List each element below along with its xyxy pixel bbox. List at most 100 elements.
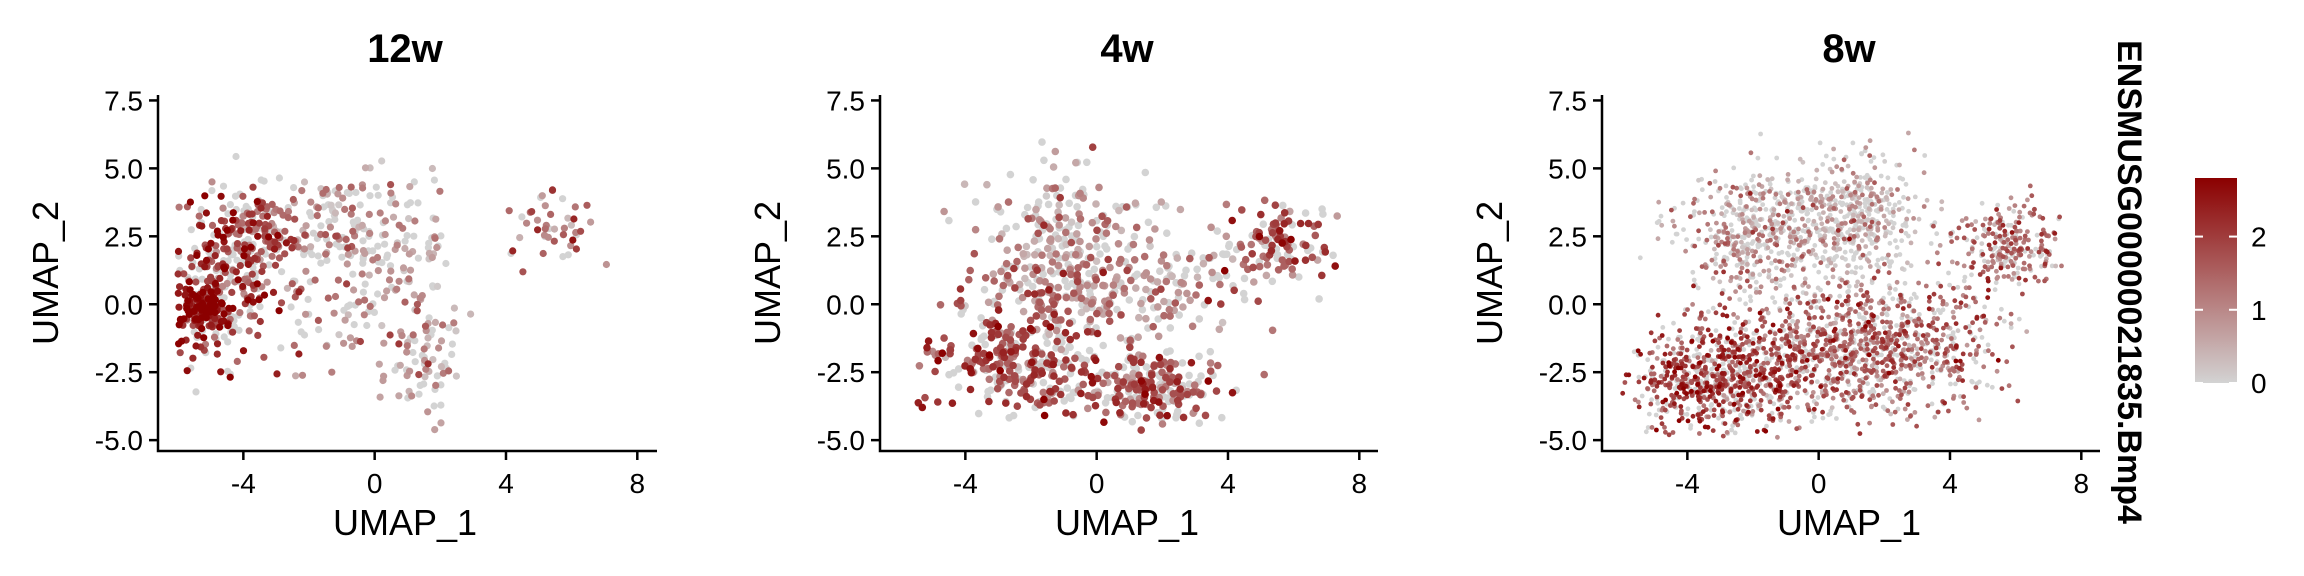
cell-point: [2029, 193, 2035, 199]
cell-point: [1658, 415, 1664, 420]
cell-point: [1018, 293, 1027, 302]
cell-point: [1869, 241, 1875, 246]
cell-point: [1843, 390, 1849, 395]
cell-point: [1739, 239, 1744, 245]
cell-point: [1204, 296, 1212, 305]
cell-point: [249, 219, 257, 227]
cell-point: [1761, 337, 1767, 342]
cell-point: [1191, 381, 1199, 390]
cell-point: [344, 311, 352, 319]
cell-point: [1046, 387, 1054, 396]
cell-point: [1719, 344, 1724, 350]
cell-point: [1916, 280, 1921, 286]
cell-point: [425, 314, 433, 322]
cell-point: [2008, 259, 2014, 264]
cell-point: [1834, 416, 1839, 421]
cell-point: [977, 314, 985, 322]
cell-point: [1746, 381, 1752, 387]
cell-point: [1739, 186, 1744, 192]
cell-point: [1163, 229, 1171, 237]
cell-point: [174, 289, 182, 297]
cell-point: [1142, 363, 1151, 371]
cell-point: [1074, 221, 1083, 230]
cell-point: [1819, 347, 1825, 352]
cell-point: [1828, 190, 1834, 195]
cell-point: [1976, 417, 1982, 423]
cell-point: [2023, 277, 2028, 283]
cell-point: [1696, 405, 1702, 411]
cell-point: [1059, 269, 1068, 278]
cell-point: [410, 232, 418, 240]
cell-point: [1731, 312, 1736, 317]
cell-point: [1721, 377, 1726, 382]
cell-point: [289, 195, 297, 204]
cell-point: [405, 250, 413, 258]
cell-point: [216, 323, 224, 331]
cell-point: [1187, 358, 1196, 367]
cell-point: [1770, 340, 1776, 346]
cell-point: [1142, 314, 1150, 323]
cell-point: [938, 349, 947, 358]
cell-point: [1959, 218, 1965, 224]
cell-point: [307, 243, 315, 251]
cell-point: [325, 218, 333, 226]
cell-point: [1923, 348, 1928, 354]
cell-point: [1880, 256, 1885, 261]
cell-point: [538, 192, 546, 200]
cell-point: [1985, 259, 1991, 265]
cell-point: [1036, 401, 1044, 409]
cell-point: [1103, 371, 1111, 380]
cell-point: [1912, 194, 1918, 200]
cell-point: [1908, 240, 1914, 246]
cell-point: [548, 186, 557, 194]
cell-point: [380, 372, 388, 380]
cell-point: [1896, 207, 1902, 213]
cell-point: [1768, 249, 1774, 255]
cell-point: [1735, 346, 1741, 352]
cell-point: [265, 233, 273, 241]
cell-point: [1930, 320, 1936, 326]
cell-point: [1109, 291, 1117, 300]
cell-point: [1280, 209, 1289, 217]
cell-point: [1225, 242, 1233, 251]
cell-point: [1831, 146, 1836, 152]
cell-point: [378, 157, 386, 165]
cell-point: [437, 381, 445, 389]
cell-point: [1747, 357, 1752, 362]
cell-point: [1662, 407, 1668, 413]
cell-point: [1267, 247, 1276, 255]
cell-point: [1841, 179, 1847, 185]
cell-point: [1278, 256, 1287, 264]
cell-point: [1819, 204, 1825, 209]
cell-point: [1995, 202, 2001, 208]
cell-point: [995, 292, 1003, 301]
cell-point: [1857, 342, 1862, 347]
cell-point: [1813, 252, 1818, 258]
cell-point: [1779, 336, 1785, 342]
cell-point: [986, 386, 995, 395]
cell-point: [1712, 234, 1718, 240]
cell-point: [1846, 311, 1851, 316]
cell-point: [188, 262, 196, 271]
y-axis-label: UMAP_2: [747, 201, 788, 345]
cell-point: [1268, 277, 1277, 286]
cell-point: [1893, 287, 1898, 292]
scatter-points: [174, 152, 611, 434]
cell-point: [2024, 329, 2030, 334]
cell-point: [1757, 402, 1763, 408]
cell-point: [1062, 228, 1070, 237]
cell-point: [1772, 299, 1778, 305]
cell-point: [1745, 241, 1751, 247]
cell-point: [1752, 362, 1757, 368]
cell-point: [918, 403, 927, 412]
cell-point: [1689, 380, 1695, 386]
cell-point: [313, 212, 321, 220]
cell-point: [1084, 404, 1092, 413]
cell-point: [1054, 261, 1063, 270]
cell-point: [1986, 226, 1992, 232]
cell-point: [398, 332, 406, 340]
cell-point: [224, 322, 232, 330]
cell-point: [1738, 336, 1744, 341]
cell-point: [1806, 407, 1812, 413]
cell-point: [1884, 190, 1890, 195]
